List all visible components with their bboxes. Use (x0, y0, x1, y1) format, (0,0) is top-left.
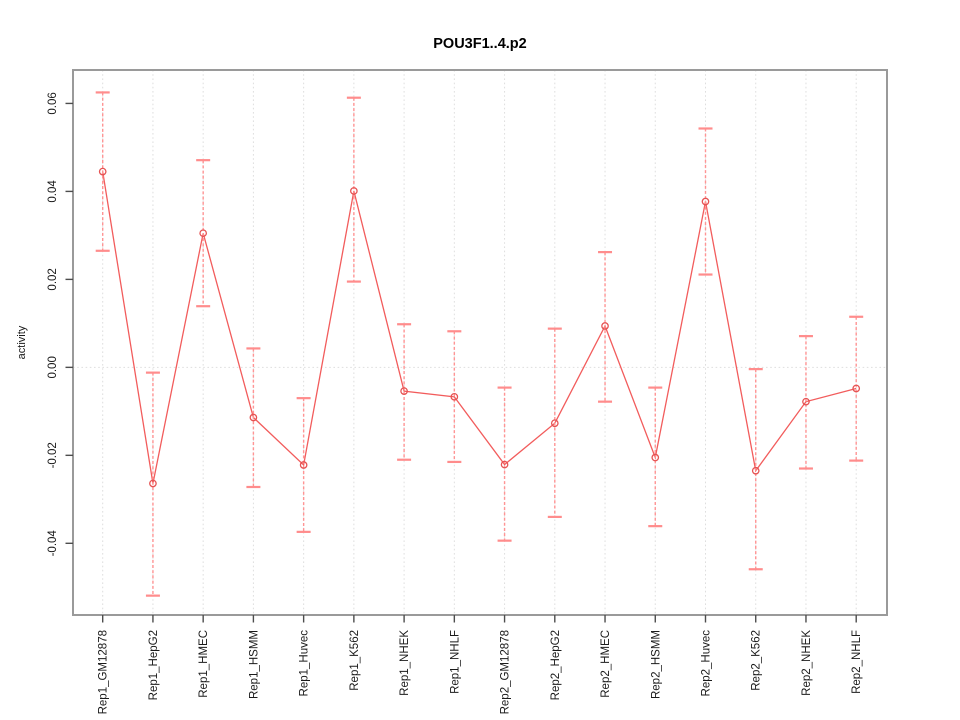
x-tick-label: Rep1_HepG2 (148, 630, 160, 700)
data-point-marker (550, 419, 559, 428)
x-tick-label: Rep1_NHEK (399, 630, 411, 696)
axes: 0.06 0.04 0.02 0.00 -0.02 -0.04 Rep1_GM12878 Re… (47, 69, 888, 714)
data-point-marker (299, 461, 308, 469)
y-tick-label: -0.02 (47, 442, 59, 468)
gridlines (73, 70, 887, 615)
data-point-marker (199, 229, 208, 238)
x-tick-label: Rep2_HMEC (600, 630, 612, 698)
x-tick-label: Rep1_Huvec (299, 630, 311, 697)
x-tick-label: Rep2_Huvec (701, 630, 713, 697)
data-point-marker (802, 397, 810, 406)
data-point-marker (400, 387, 408, 395)
x-tick-label: Rep1_HMEC (198, 630, 210, 698)
x-tick-label: Rep2_HepG2 (550, 630, 562, 700)
x-tick-label: Rep1_HSMM (248, 630, 260, 699)
x-tick-label: Rep2_NHEK (801, 630, 813, 696)
data-point-marker (751, 466, 760, 475)
data-point-marker (450, 392, 459, 401)
data-point-marker (149, 479, 157, 488)
data-point-marker (350, 187, 358, 195)
y-tick-label: 0.06 (47, 92, 59, 114)
y-tick-label: -0.04 (47, 530, 59, 557)
y-tick-label: 0.00 (47, 356, 59, 378)
data-point-marker (98, 167, 107, 176)
y-axis-label: activity (16, 325, 28, 359)
data-series (95, 91, 864, 597)
x-tick-label: Rep1_GM12878 (98, 630, 110, 714)
plot-frame (72, 69, 888, 616)
x-tick-label: Rep2_K562 (751, 630, 763, 691)
x-tick-label: Rep2_GM12878 (500, 630, 512, 714)
x-tick-label: Rep1_NHLF (449, 630, 461, 694)
data-point-marker (701, 197, 710, 206)
y-tick-label: 0.02 (47, 268, 59, 290)
y-tick-label: 0.04 (47, 180, 59, 203)
data-point-marker (651, 453, 660, 462)
series-line (102, 171, 857, 484)
data-point-marker (601, 322, 609, 330)
chart-title: POU3F1..4.p2 (433, 36, 526, 52)
x-tick-label: Rep1_K562 (349, 630, 361, 691)
x-tick-label: Rep2_NHLF (851, 630, 863, 694)
x-tick-label: Rep2_HSMM (650, 630, 662, 699)
data-point-marker (249, 413, 258, 422)
data-point-marker (500, 460, 509, 469)
data-point-marker (852, 384, 861, 393)
